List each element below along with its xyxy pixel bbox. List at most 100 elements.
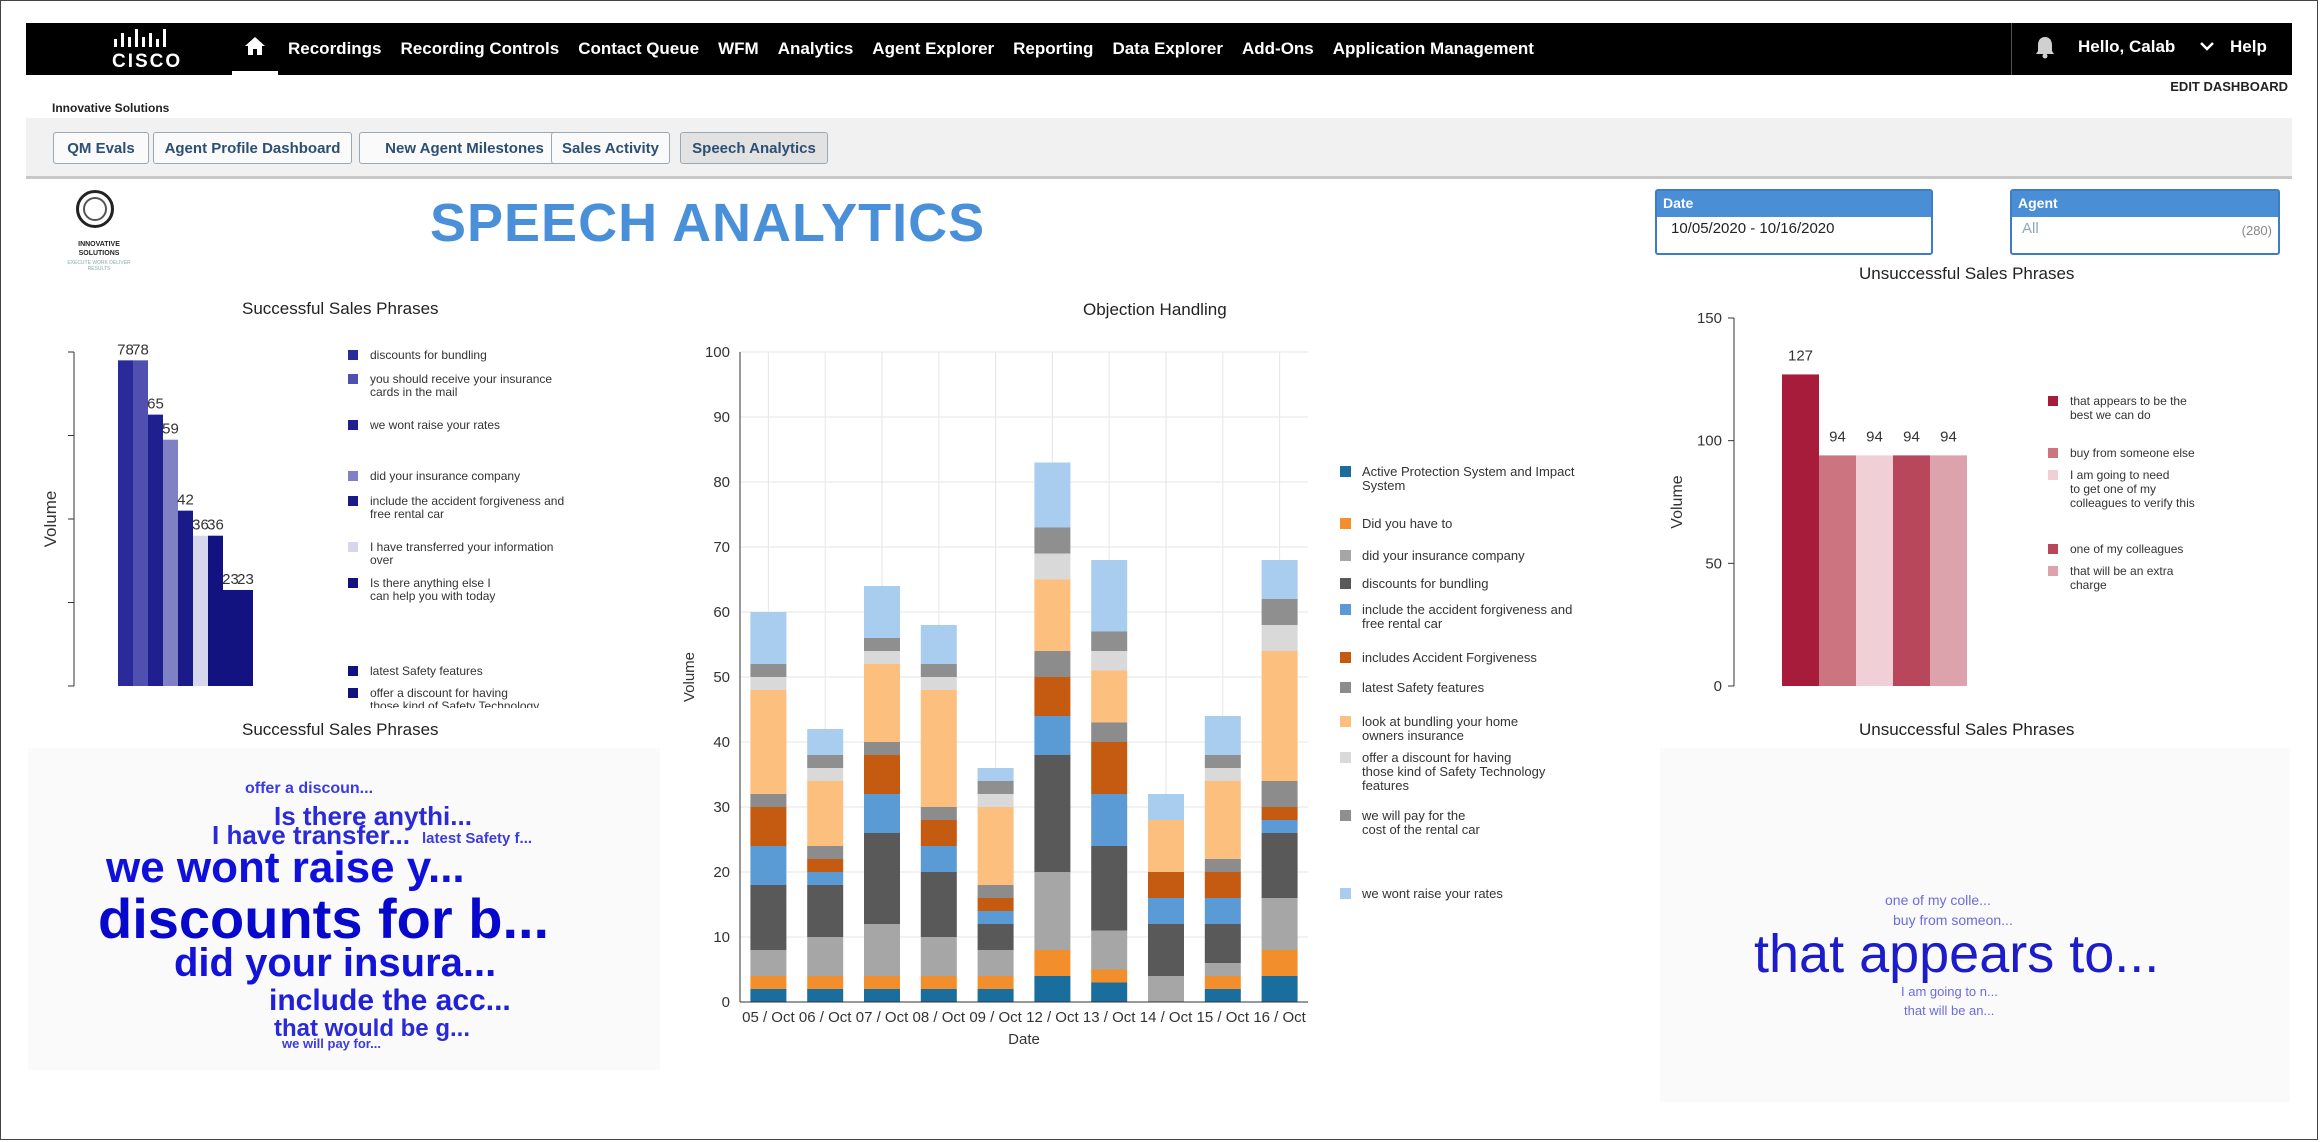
word-cloud-term[interactable]: discounts for b... [98, 887, 550, 950]
x-tick-label: 14 / Oct [1140, 1009, 1193, 1026]
word-cloud-term[interactable]: buy from someon... [1893, 912, 2013, 928]
data-label: 36 [207, 517, 224, 534]
chart-bar-segment [1204, 963, 1241, 976]
chart-bar-segment [1091, 560, 1128, 632]
chart-bar-segment [864, 924, 900, 976]
chart-bar-segment [1261, 625, 1298, 651]
chart-bar-segment [807, 768, 844, 781]
legend-swatch [1340, 682, 1351, 693]
agent-filter-label: Agent [2012, 191, 2278, 217]
word-cloud-term[interactable]: latest Safety f... [422, 830, 533, 847]
chart-bar-segment [977, 781, 1014, 794]
chart-bar-segment [807, 729, 844, 755]
unsuccessful-sales-phrases-chart: 0 50 100 150 Volume 127 94 94 94 94 that appears t… [1669, 310, 2195, 695]
cisco-logo[interactable]: CISCO [82, 23, 192, 75]
nav-data-explorer[interactable]: Data Explorer [1112, 39, 1223, 58]
word-cloud-term[interactable]: that will be an... [1904, 1003, 1995, 1018]
legend-label: latest Safety features [370, 664, 483, 678]
page-title: SPEECH ANALYTICS [430, 193, 986, 253]
word-cloud-term[interactable]: we wont raise y... [106, 843, 465, 892]
chart-bar-segment [864, 742, 900, 755]
agent-filter-value[interactable]: All [2022, 220, 2039, 237]
chart-bar-segment [1148, 924, 1184, 976]
tab-new-agent-milestones[interactable]: New Agent Milestones [359, 132, 570, 164]
word-cloud-term[interactable]: I am going to n... [1901, 984, 1998, 999]
legend-swatch [1340, 578, 1351, 589]
chart-bar-segment [977, 807, 1014, 885]
legend-label: latest Safety features [1362, 680, 1485, 695]
chart-bar-segment [1261, 807, 1298, 820]
tab-agent-profile-dashboard[interactable]: Agent Profile Dashboard [153, 132, 352, 164]
nav-wfm[interactable]: WFM [718, 39, 759, 58]
home-tab[interactable] [232, 23, 278, 75]
y-tick-label: 50 [713, 669, 730, 686]
nav-recordings[interactable]: Recordings [288, 39, 382, 58]
chart-bar-segment [807, 846, 844, 859]
chart-bar-segment [750, 989, 787, 1002]
word-cloud-term[interactable]: did your insura... [174, 941, 497, 985]
chart-bar-segment [1148, 898, 1184, 924]
nav-reporting[interactable]: Reporting [1013, 39, 1094, 58]
bell-icon[interactable] [2034, 35, 2056, 59]
y-tick-label: 100 [705, 344, 730, 361]
chart-bar-segment [1091, 722, 1128, 742]
chart-bar-segment [1034, 462, 1071, 528]
legend-swatch [2048, 470, 2058, 480]
chart-bar [1782, 374, 1819, 686]
legend-label: Did you have to [1362, 516, 1452, 531]
chart-bar-segment [920, 937, 957, 976]
cisco-wordmark: CISCO [112, 51, 183, 72]
word-cloud-term[interactable]: offer a discoun... [245, 780, 374, 797]
nav-add-ons[interactable]: Add-Ons [1241, 39, 1314, 58]
user-menu[interactable]: Hello, Calab [2078, 37, 2176, 56]
tab-qm-evals[interactable]: QM Evals [53, 132, 149, 164]
nav-analytics[interactable]: Analytics [777, 39, 854, 58]
word-cloud-term[interactable]: that would be g... [274, 1015, 470, 1042]
date-filter-value[interactable]: 10/05/2020 - 10/16/2020 [1671, 220, 1835, 237]
word-cloud-term[interactable]: I have transfer... [212, 820, 410, 850]
company-name: Innovative Solutions [52, 101, 170, 115]
word-cloud-term[interactable]: we will pay for... [282, 1036, 381, 1051]
data-label: 23 [222, 571, 239, 588]
nav-recording-controls[interactable]: Recording Controls [400, 39, 560, 58]
legend-label: discounts for bundling [370, 348, 487, 362]
nav-agent-explorer[interactable]: Agent Explorer [872, 39, 995, 58]
agent-filter[interactable]: Agent All (280) [2010, 189, 2280, 255]
edit-dashboard-link[interactable]: EDIT DASHBOARD [2170, 79, 2288, 94]
user-area: Hello, Calab Help [2011, 23, 2292, 75]
chart-bar-segment [1091, 982, 1128, 1002]
chart-bar-segment [1091, 969, 1128, 983]
nav-contact-queue[interactable]: Contact Queue [578, 39, 700, 58]
legend-label: you should receive your insurance cards i… [370, 372, 552, 399]
unsuccessful-chart-title: Unsuccessful Sales Phrases [1859, 264, 2075, 283]
tab-speech-analytics[interactable]: Speech Analytics [680, 132, 828, 164]
chart-bar-segment [920, 872, 957, 937]
chevron-down-icon[interactable] [2198, 37, 2216, 57]
nav-application-management[interactable]: Application Management [1332, 39, 1534, 58]
chart-bar-segment [807, 872, 844, 885]
chart-bar-segment [1091, 742, 1128, 794]
y-tick-label: 10 [713, 929, 730, 946]
chart-bar-segment [1261, 820, 1298, 833]
company-logo: INNOVATIVE SOLUTIONS EXECUTE WORK DELIVER… [66, 190, 132, 286]
help-link[interactable]: Help [2230, 37, 2267, 56]
word-cloud-term[interactable]: that appears to... [1754, 924, 2160, 984]
word-cloud-term[interactable]: Is there anythi... [274, 801, 472, 831]
tab-sales-activity[interactable]: Sales Activity [551, 132, 670, 164]
chart-bar-segment [977, 924, 1014, 950]
legend-swatch [2048, 544, 2058, 554]
chart-bar [238, 589, 253, 686]
data-label: 78 [132, 341, 149, 358]
date-filter[interactable]: Date 10/05/2020 - 10/16/2020 [1655, 189, 1933, 255]
y-axis-label: Volume [1669, 475, 1686, 528]
word-cloud-term[interactable]: one of my colle... [1885, 892, 1991, 908]
chart-bar-segment [807, 781, 844, 846]
word-cloud-term[interactable]: include the acc... [269, 984, 511, 1017]
main-menu: Recordings Recording Controls Contact Qu… [288, 23, 1553, 75]
x-tick-label: 15 / Oct [1197, 1009, 1250, 1026]
legend-label: Active Protection System and Impact Syste… [1362, 464, 1575, 493]
chart-bar-segment [1204, 768, 1241, 781]
legend-swatch [1340, 752, 1351, 763]
top-navigation-bar: CISCO Recordings Recording Controls Cont… [26, 23, 2292, 75]
